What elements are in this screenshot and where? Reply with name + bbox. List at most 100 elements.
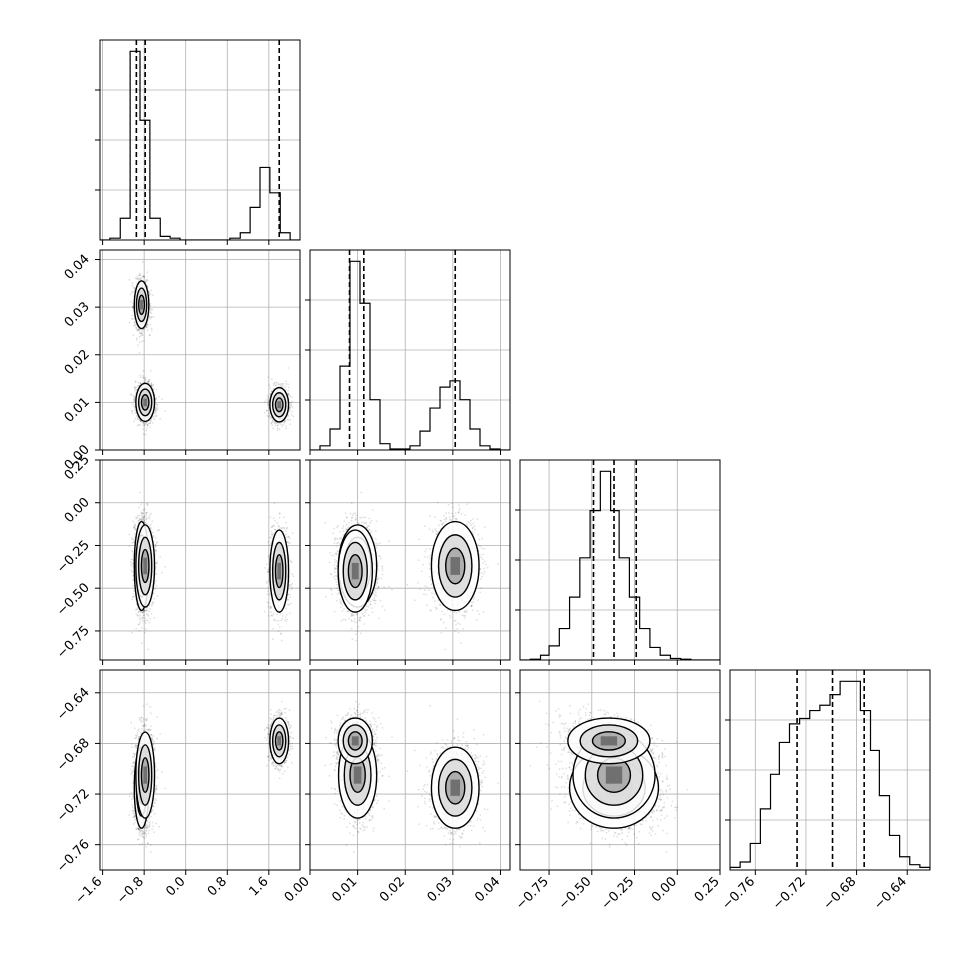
- sample-point: [291, 410, 293, 413]
- sample-point: [135, 603, 138, 605]
- sample-point: [135, 386, 138, 389]
- sample-point: [134, 525, 137, 528]
- sample-point: [138, 328, 141, 331]
- sample-point: [140, 332, 143, 335]
- sample-point: [142, 428, 145, 430]
- sample-point: [145, 429, 148, 432]
- sample-point: [144, 423, 146, 426]
- histogram-p2: [310, 260, 510, 450]
- sample-point: [268, 415, 271, 417]
- sample-point: [271, 421, 274, 423]
- sample-point: [265, 409, 268, 412]
- sample-point: [140, 627, 143, 629]
- sample-point: [289, 395, 292, 397]
- sample-point: [128, 545, 131, 547]
- sample-point: [282, 382, 285, 385]
- sample-point: [153, 415, 155, 418]
- sample-point: [133, 286, 135, 289]
- sample-point: [136, 415, 139, 418]
- sample-point: [141, 334, 144, 336]
- sample-point: [138, 278, 141, 280]
- sample-point: [141, 513, 143, 515]
- sample-point: [142, 512, 144, 514]
- sample-point: [139, 504, 142, 506]
- sample-point: [136, 608, 139, 611]
- sample-point: [146, 323, 149, 326]
- sample-point: [141, 611, 144, 614]
- panel-marks: [128, 491, 295, 651]
- sample-point: [267, 396, 270, 399]
- sample-point: [278, 422, 281, 425]
- sample-point: [269, 417, 272, 420]
- sample-point: [281, 383, 283, 385]
- sample-point: [133, 398, 136, 401]
- sample-point: [157, 408, 159, 411]
- sample-point: [133, 405, 136, 408]
- sample-point: [270, 422, 273, 425]
- sample-point: [149, 318, 152, 320]
- sample-point: [146, 329, 149, 332]
- sample-point: [131, 412, 134, 415]
- sample-point: [270, 390, 273, 393]
- sample-point: [141, 512, 143, 514]
- panel-p1-p1: [95, 39, 301, 245]
- sample-point: [132, 307, 134, 310]
- sample-point: [287, 389, 289, 392]
- sample-point: [131, 305, 134, 308]
- sample-point: [142, 261, 144, 263]
- tick-label-y: 0.01: [62, 395, 93, 426]
- sample-point: [148, 316, 151, 319]
- sample-point: [132, 585, 135, 587]
- sample-point: [139, 614, 141, 617]
- sample-point: [132, 595, 135, 598]
- sample-point: [287, 386, 290, 389]
- sample-point: [153, 418, 156, 421]
- sample-point: [148, 291, 151, 293]
- sample-point: [290, 404, 293, 406]
- sample-point: [145, 279, 148, 282]
- sample-point: [155, 409, 157, 412]
- sample-point: [143, 424, 146, 427]
- sample-point: [152, 294, 154, 297]
- sample-point: [134, 412, 137, 414]
- sample-point: [132, 334, 135, 336]
- sample-point: [136, 329, 139, 331]
- sample-point: [141, 374, 144, 377]
- sample-point: [133, 527, 136, 529]
- sample-point: [132, 579, 135, 582]
- sample-point: [135, 277, 138, 280]
- sample-point: [139, 621, 142, 624]
- sample-point: [155, 403, 158, 405]
- sample-point: [132, 404, 135, 407]
- histogram-p1: [100, 50, 300, 240]
- sample-point: [150, 312, 153, 315]
- sample-point: [275, 384, 277, 387]
- sample-point: [149, 324, 152, 326]
- sample-point: [269, 387, 272, 389]
- sample-point: [137, 381, 140, 384]
- sample-point: [284, 421, 287, 423]
- sample-point: [283, 420, 286, 422]
- sample-point: [132, 593, 135, 595]
- sample-point: [134, 386, 137, 389]
- sample-point: [147, 380, 150, 383]
- sample-point: [271, 419, 274, 422]
- sample-point: [152, 315, 155, 318]
- sample-point: [267, 404, 270, 407]
- sample-point: [131, 598, 133, 601]
- sample-point: [131, 551, 134, 553]
- sample-point: [267, 402, 269, 404]
- sample-point: [266, 398, 269, 400]
- sample-point: [143, 515, 146, 517]
- sample-point: [136, 418, 139, 421]
- sample-point: [132, 553, 135, 556]
- sample-point: [141, 620, 144, 622]
- sample-point: [145, 613, 148, 616]
- sample-point: [139, 376, 142, 379]
- sample-point: [139, 274, 141, 277]
- sample-point: [141, 611, 144, 614]
- sample-point: [140, 511, 143, 514]
- sample-point: [150, 604, 153, 607]
- sample-point: [139, 382, 142, 384]
- sample-point: [284, 386, 286, 388]
